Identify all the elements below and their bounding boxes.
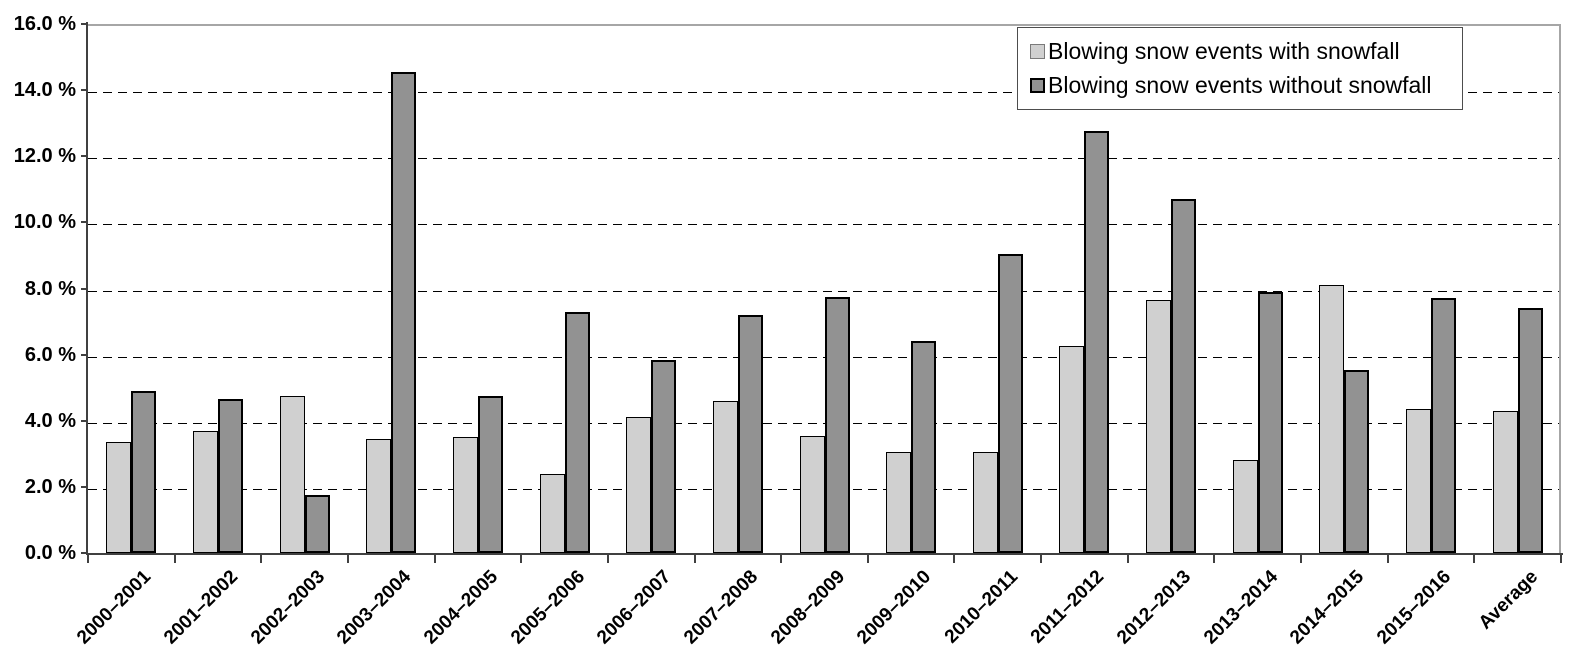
y-axis-tick	[81, 419, 88, 422]
y-axis-tick-label: 12.0 %	[13, 145, 76, 168]
bar-with-snowfall-2009–2010	[886, 452, 912, 553]
legend-swatch-without-snowfall-icon	[1030, 78, 1045, 94]
bar-without-snowfall-2000–2001	[131, 391, 157, 553]
bar-with-snowfall-2013–2014	[1232, 460, 1258, 553]
bar-with-snowfall-2014–2015	[1319, 285, 1345, 553]
bar-without-snowfall-2012–2013	[1171, 199, 1197, 553]
x-axis-tick	[433, 555, 436, 563]
x-axis-tick	[87, 555, 89, 563]
bar-with-snowfall-2004–2005	[452, 437, 478, 553]
bar-with-snowfall-2008–2009	[799, 435, 825, 553]
gridline	[88, 158, 1559, 160]
gridline	[88, 224, 1559, 226]
x-axis-tick	[1300, 555, 1303, 563]
y-axis-tick-label: 8.0 %	[24, 277, 76, 300]
x-axis-tick	[1126, 555, 1129, 563]
x-axis-tick	[953, 555, 956, 563]
x-axis-tick	[780, 555, 783, 563]
bar-without-snowfall-2008–2009	[824, 296, 850, 553]
bar-with-snowfall-Average	[1492, 410, 1518, 553]
bar-with-snowfall-2002–2003	[279, 395, 305, 553]
x-axis-tick	[693, 555, 696, 563]
legend-label-without-snowfall: Blowing snow events without snowfall	[1048, 72, 1432, 99]
x-axis-tick	[606, 555, 609, 563]
x-axis-tick	[346, 555, 349, 563]
bar-without-snowfall-2014–2015	[1344, 369, 1370, 553]
y-axis-tick	[81, 552, 88, 554]
x-axis-tick	[1213, 555, 1216, 563]
y-axis-tick	[81, 485, 88, 488]
gridline	[88, 356, 1559, 358]
x-axis-tick	[866, 555, 869, 563]
gridline	[88, 290, 1559, 292]
gridline	[88, 422, 1559, 424]
x-axis-tick	[1386, 555, 1389, 563]
plot-area	[88, 24, 1561, 553]
bar-without-snowfall-2003–2004	[391, 71, 417, 553]
x-axis-line	[86, 553, 1563, 555]
y-axis-tick-label: 14.0 %	[13, 79, 76, 102]
y-axis-tick	[81, 155, 88, 158]
bar-with-snowfall-2012–2013	[1146, 300, 1172, 553]
y-axis-tick-label: 6.0 %	[24, 343, 76, 366]
bar-without-snowfall-2002–2003	[304, 495, 330, 553]
bar-without-snowfall-2005–2006	[564, 311, 590, 553]
bar-without-snowfall-2009–2010	[911, 341, 937, 553]
x-axis-tick	[1040, 555, 1043, 563]
y-axis-tick	[81, 23, 88, 25]
y-axis-tick	[81, 287, 88, 290]
bar-with-snowfall-2007–2008	[712, 400, 738, 553]
x-axis-tick	[260, 555, 263, 563]
bar-without-snowfall-Average	[1517, 308, 1543, 553]
y-axis-tick	[81, 353, 88, 356]
y-axis-tick-label: 0.0 %	[24, 542, 76, 564]
y-axis-tick-label: 4.0 %	[24, 409, 76, 432]
y-axis-tick-label: 10.0 %	[13, 211, 76, 234]
bar-with-snowfall-2010–2011	[972, 452, 998, 553]
legend-swatch-with-snowfall-icon	[1030, 43, 1045, 59]
bar-without-snowfall-2006–2007	[651, 359, 677, 553]
legend-item-without-snowfall: Blowing snow events without snowfall	[1030, 72, 1452, 99]
gridline	[88, 92, 1559, 94]
x-axis-tick	[520, 555, 523, 563]
legend-label-with-snowfall: Blowing snow events with snowfall	[1048, 37, 1400, 64]
bar-without-snowfall-2001–2002	[217, 399, 243, 553]
legend: Blowing snow events with snowfall Blowin…	[1017, 27, 1463, 110]
y-axis-tick	[81, 89, 88, 92]
x-axis-tick	[1473, 555, 1476, 563]
bar-with-snowfall-2005–2006	[539, 473, 565, 553]
x-axis-tick	[1560, 555, 1562, 563]
bar-without-snowfall-2011–2012	[1084, 131, 1110, 553]
y-axis-tick	[81, 221, 88, 224]
bar-without-snowfall-2010–2011	[997, 253, 1023, 553]
bar-with-snowfall-2001–2002	[192, 430, 218, 553]
bar-with-snowfall-2011–2012	[1059, 346, 1085, 553]
bar-with-snowfall-2006–2007	[626, 417, 652, 553]
bar-with-snowfall-2000–2001	[106, 442, 132, 553]
x-axis-label-2000–2001: 2000–2001	[73, 566, 156, 649]
bar-without-snowfall-2004–2005	[477, 395, 503, 553]
legend-item-with-snowfall: Blowing snow events with snowfall	[1030, 38, 1452, 65]
bar-without-snowfall-2007–2008	[737, 314, 763, 553]
y-axis-tick-label: 2.0 %	[24, 475, 76, 498]
y-axis-tick-label: 16.0 %	[13, 13, 76, 35]
bar-without-snowfall-2013–2014	[1257, 291, 1283, 553]
x-axis-tick	[173, 555, 176, 563]
bar-with-snowfall-2003–2004	[366, 438, 392, 553]
bar-without-snowfall-2015–2016	[1431, 298, 1457, 553]
bar-with-snowfall-2015–2016	[1406, 409, 1432, 553]
